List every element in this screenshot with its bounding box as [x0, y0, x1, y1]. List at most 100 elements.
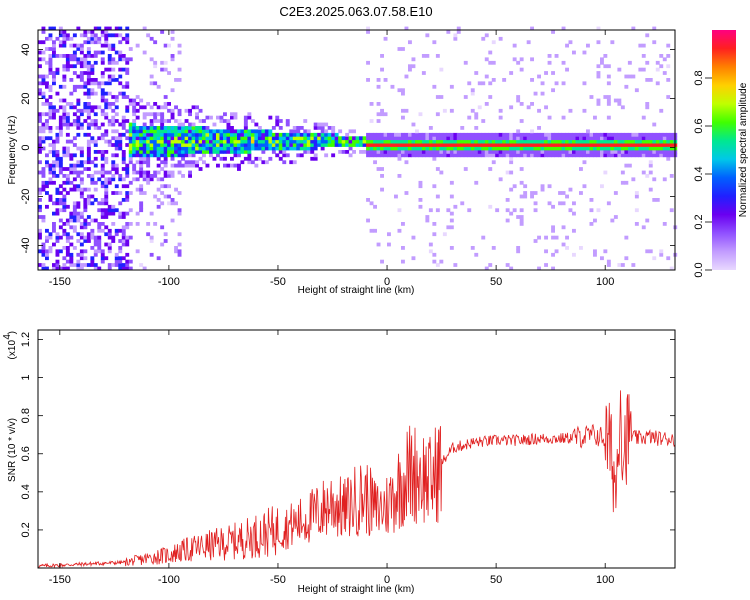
spectrogram-cell	[170, 36, 175, 41]
spectrogram-cell	[285, 146, 290, 151]
spectrogram-cell	[198, 119, 203, 123]
spectrogram-cell	[456, 146, 461, 151]
spectrogram-cell	[188, 170, 192, 175]
spectrogram-cell	[146, 150, 151, 154]
spectrogram-cell	[62, 119, 67, 123]
spectrogram-cell	[107, 54, 112, 58]
spectrogram-cell	[537, 139, 541, 144]
spectrogram-cell	[481, 119, 486, 123]
spectrogram-cell	[233, 146, 238, 151]
spectrogram-cell	[313, 132, 318, 137]
spectrogram-cell	[121, 160, 126, 165]
spectrogram-cell	[104, 36, 109, 41]
spectrogram-cell	[551, 235, 555, 240]
spectrogram-cell	[93, 33, 98, 38]
spectrogram-cell	[163, 136, 168, 141]
spectrogram-cell	[470, 136, 475, 141]
spectrogram-cell	[401, 47, 405, 51]
spectrogram-cell	[149, 239, 154, 243]
spectrogram-cell	[41, 139, 46, 144]
spectrogram-cell	[491, 136, 496, 141]
spectrogram-cell	[62, 108, 67, 113]
spectrogram-cell	[421, 139, 426, 144]
spectrogram-cell	[317, 122, 322, 127]
spectrogram-cell	[174, 105, 178, 110]
snr-line	[38, 390, 676, 569]
spectrogram-cell	[313, 139, 318, 144]
spectrogram-cell	[52, 180, 56, 185]
spectrogram-cell	[128, 122, 133, 127]
snr-multiplier-exp: 4	[2, 334, 13, 340]
spectrogram-cell	[58, 105, 63, 110]
spectrogram-cell	[495, 143, 500, 147]
spectrogram-cell	[198, 139, 203, 144]
spectrogram-cell	[600, 60, 604, 65]
spectrogram-cell	[125, 198, 130, 202]
spectrogram-cell	[167, 150, 171, 154]
spectrogram-cell	[100, 57, 105, 62]
spectrogram-cell	[45, 228, 49, 233]
spectrogram-cell	[41, 26, 46, 31]
spectrogram-cell	[62, 54, 67, 58]
spectrogram-cell	[544, 139, 548, 144]
spectrogram-cell	[86, 239, 91, 243]
spectrogram-cell	[652, 146, 657, 151]
spectrogram-cell	[606, 102, 611, 106]
spectrogram-cell	[324, 143, 329, 147]
spectrogram-cell	[167, 119, 171, 123]
spectrogram-cell	[313, 156, 318, 161]
spectrogram-cell	[38, 40, 42, 45]
spectrogram-cell	[83, 84, 88, 89]
spectrogram-cell	[72, 33, 77, 38]
spectrogram-cell	[93, 26, 98, 31]
spectrogram-cell	[505, 198, 510, 202]
spectrogram-cell	[62, 98, 67, 103]
spectrogram-cell	[505, 132, 510, 137]
spectrogram-cell	[659, 64, 664, 69]
spectrogram-cell	[456, 26, 461, 31]
spectrogram-cell	[278, 136, 283, 141]
spectrogram-cell	[72, 263, 77, 267]
spectrogram-cell	[568, 132, 573, 137]
spectrogram-cell	[617, 146, 622, 151]
spectrogram-cell	[411, 64, 416, 69]
spectrogram-cell	[55, 163, 60, 168]
spectrogram-cell	[320, 126, 325, 130]
spectrogram-cell	[390, 132, 395, 137]
spectrogram-cell	[41, 74, 46, 79]
spectrogram-cell	[48, 88, 53, 93]
spectrogram-cell	[132, 112, 137, 117]
spectrogram-cell	[645, 33, 650, 38]
spectrogram-cell	[97, 36, 102, 41]
spectrogram-cell	[537, 146, 541, 151]
spectrogram-cell	[226, 163, 231, 168]
spectrogram-cell	[111, 174, 116, 178]
spectrogram-cell	[83, 40, 88, 45]
spectrogram-cell	[638, 153, 643, 158]
spectrogram-cell	[449, 153, 454, 158]
spectrogram-cell	[48, 64, 53, 69]
spectrogram-cell	[41, 78, 46, 82]
spectrogram-cell	[184, 129, 189, 134]
spectrogram-cell	[93, 249, 98, 254]
spectrogram-cell	[278, 126, 283, 130]
snr-xtick-label: 0	[384, 574, 390, 586]
spectrogram-cell	[86, 105, 91, 110]
spectrogram-cell	[387, 143, 391, 147]
spectrogram-cell	[366, 218, 370, 223]
spectrogram-cell	[547, 115, 552, 120]
spectrogram-cell	[58, 126, 63, 130]
spectrogram-cell	[470, 88, 475, 93]
spectrogram-cell	[652, 40, 657, 45]
spectrogram-cell	[149, 105, 154, 110]
spectrogram-cell	[76, 170, 81, 175]
spectrogram-cell	[118, 259, 123, 264]
spectrogram-cell	[666, 78, 671, 82]
spectrogram-cell	[62, 84, 67, 89]
spectrogram-cell	[177, 146, 182, 151]
spectrogram-cell	[453, 136, 458, 141]
spectrogram-cell	[160, 167, 165, 171]
spectrogram-cell	[491, 60, 496, 65]
spectrogram-cell	[662, 150, 667, 154]
spectrogram-cell	[540, 150, 545, 154]
